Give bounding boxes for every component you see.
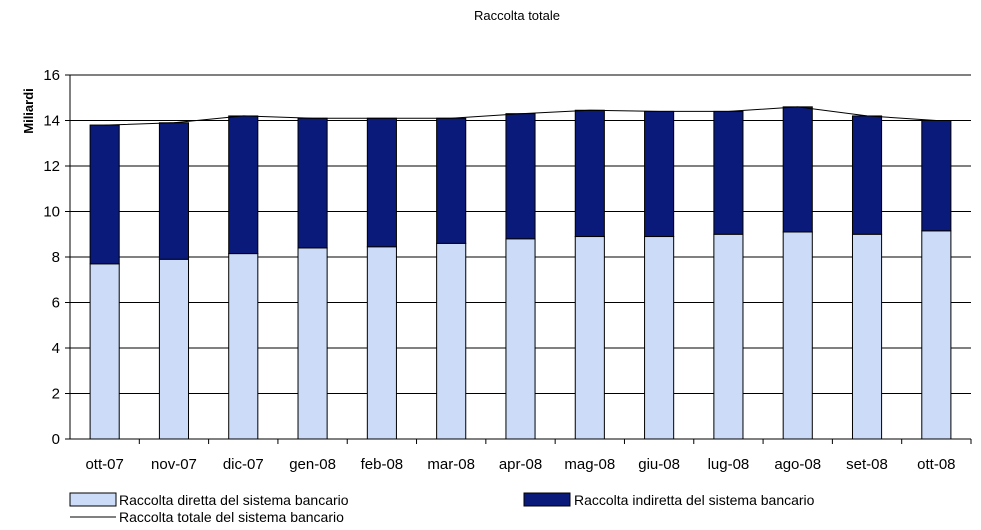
bar-diretta (713, 233, 744, 440)
y-tick-label: 4 (52, 340, 60, 357)
bar-diretta (851, 233, 883, 440)
y-tick-label: 8 (52, 249, 60, 266)
x-tick-label: ago-08 (774, 456, 821, 473)
bar-indiretta (297, 117, 328, 249)
total-line (104, 106, 937, 126)
bar-diretta (89, 263, 120, 440)
bar-indiretta (574, 109, 605, 238)
x-tick-label: nov-07 (151, 456, 197, 473)
bar-diretta (366, 246, 397, 440)
bar-indiretta (228, 115, 259, 255)
bar-diretta (436, 242, 467, 440)
bar-diretta (158, 258, 190, 440)
y-tick-label: 14 (43, 113, 60, 130)
y-tick-label: 12 (43, 158, 60, 175)
x-tick-label: ott-07 (85, 456, 123, 473)
bar-diretta (297, 247, 328, 440)
bar-indiretta (158, 122, 190, 260)
x-tick-label: dic-07 (223, 456, 264, 473)
bar-indiretta (644, 110, 675, 238)
legend-label-diretta: Raccolta diretta del sistema bancario (119, 492, 349, 508)
x-tick-label: mar-08 (427, 456, 475, 473)
bar-indiretta (505, 113, 536, 240)
x-tick-labels: ott-07 nov-07 dic-07 gen-08 feb-08 mar-08 apr-… (85, 439, 972, 473)
chart-title: Raccolta totale (474, 8, 560, 23)
y-tick-label: 6 (52, 295, 60, 312)
bar-diretta (921, 230, 952, 440)
bar-diretta (574, 236, 605, 440)
y-tick-label: 16 (43, 67, 60, 84)
bars (89, 106, 952, 440)
bar-diretta (505, 238, 536, 440)
bar-diretta (228, 253, 259, 440)
legend-swatch-diretta (69, 492, 117, 507)
y-tick-labels: 0 2 4 6 8 10 12 14 16 (43, 67, 70, 448)
x-tick-label: gen-08 (289, 456, 336, 473)
x-tick-label: giu-08 (638, 456, 680, 473)
bar-indiretta (921, 120, 952, 232)
bar-indiretta (366, 117, 397, 248)
bar-indiretta (782, 106, 813, 233)
bar-diretta (782, 231, 813, 440)
x-tick-label: mag-08 (564, 456, 615, 473)
legend-label-totale: Raccolta totale del sistema bancario (119, 509, 344, 525)
bar-indiretta (713, 110, 744, 235)
bar-indiretta (436, 117, 467, 244)
bar-indiretta (89, 124, 120, 265)
total-line-group (104, 106, 937, 126)
legend: Raccolta diretta del sistema bancario Ra… (69, 492, 815, 525)
x-tick-label: feb-08 (361, 456, 404, 473)
y-tick-label: 0 (52, 431, 60, 448)
legend-swatch-indiretta (523, 492, 571, 507)
x-tick-label: lug-08 (708, 456, 750, 473)
y-tick-label: 2 (52, 386, 60, 403)
legend-label-indiretta: Raccolta indiretta del sistema bancario (574, 492, 815, 508)
x-tick-label: set-08 (846, 456, 888, 473)
x-tick-label: ott-08 (917, 456, 955, 473)
y-tick-label: 10 (43, 204, 60, 221)
y-axis-label: Miliardi (21, 88, 36, 134)
x-tick-label: apr-08 (499, 456, 542, 473)
bar-indiretta (851, 115, 883, 235)
bar-diretta (644, 236, 675, 440)
